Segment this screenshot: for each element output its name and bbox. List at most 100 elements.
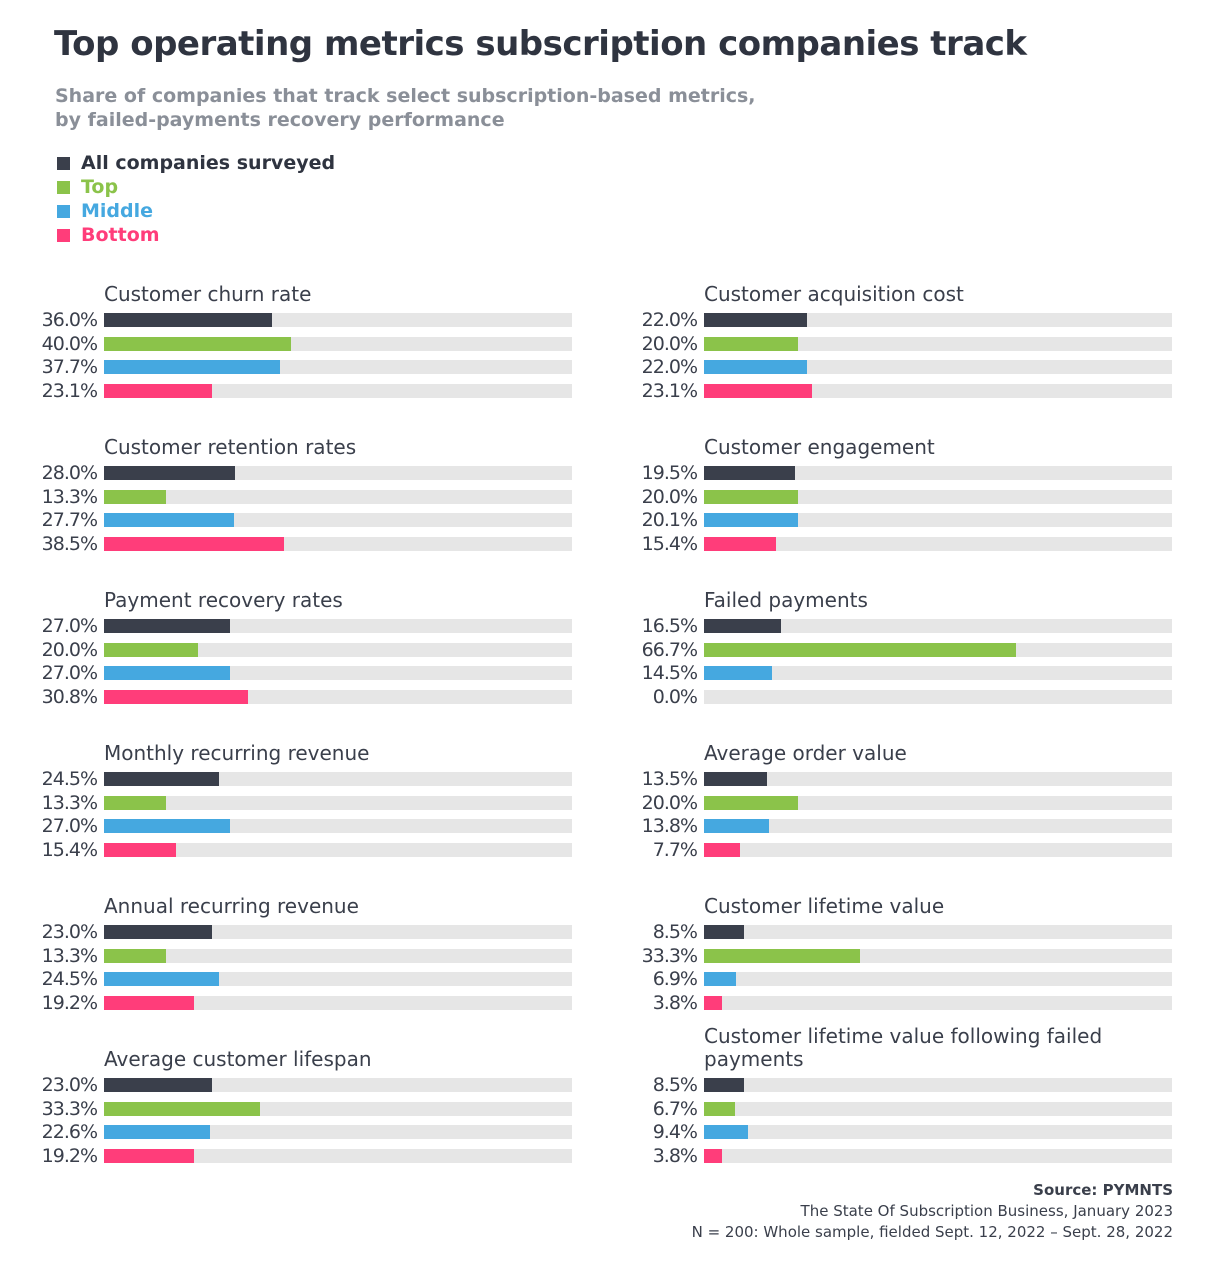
panel-title: Customer lifetime value following failed… [704, 1024, 1103, 1071]
bar-track [104, 313, 572, 327]
data-label: 28.0% [41, 462, 98, 484]
bar-row: 15.4% [0, 838, 600, 862]
bar-bottom [704, 995, 722, 1010]
metric-panel: Monthly recurring revenue 24.5% 13.3% 27.0%… [0, 687, 600, 861]
bar-track [704, 1101, 1172, 1116]
bar-top [704, 795, 798, 810]
bar-row: 24.5% [0, 967, 600, 991]
bar-track [104, 925, 572, 939]
data-label: 20.0% [641, 791, 698, 814]
data-label: 36.0% [41, 309, 98, 331]
data-label: 22.6% [41, 1121, 98, 1144]
metric-panel: Failed payments 16.5% 66.7% 14.5% 0.0% [600, 534, 1200, 708]
metric-panel: Customer retention rates 28.0% 13.3% 27.7% 3… [0, 381, 600, 555]
bar-track [704, 689, 1172, 704]
bar-row: 36.0% [0, 308, 600, 332]
bar-track [704, 383, 1172, 398]
bar-track [104, 842, 572, 857]
data-label: 6.9% [652, 968, 698, 991]
data-label: 37.7% [41, 356, 98, 379]
bar-row: 66.7% [600, 638, 1200, 662]
panel-title: Average customer lifespan [104, 1047, 372, 1071]
bar-row: 14.5% [600, 661, 1200, 685]
bar-row: 37.7% [0, 355, 600, 379]
bar-track [704, 313, 1172, 327]
bar-middle [704, 819, 769, 834]
bar-row: 7.7% [600, 838, 1200, 862]
bar-row: 38.5% [0, 532, 600, 556]
bar-track [704, 948, 1172, 963]
metric-panel: Customer engagement 19.5% 20.0% 20.1% 15.4% [600, 381, 1200, 555]
data-label: 22.0% [641, 356, 698, 379]
data-label: 13.5% [641, 768, 698, 790]
metric-panel: Customer acquisition cost 22.0% 20.0% 22.0%… [600, 228, 1200, 402]
bar-top [104, 642, 198, 657]
metric-panel: Average customer lifespan 23.0% 33.3% 22.6%… [0, 993, 600, 1167]
data-label: 20.0% [641, 332, 698, 355]
bar-track [704, 842, 1172, 857]
bar-top [104, 795, 167, 810]
bar-track [704, 513, 1172, 528]
bar-track [704, 925, 1172, 939]
bar-bottom [704, 536, 777, 551]
bar-middle [104, 819, 231, 834]
bar-bottom [704, 842, 741, 857]
bar-track [704, 360, 1172, 375]
bar-row: 13.8% [600, 814, 1200, 838]
bar-track [104, 689, 572, 704]
bar-row: 22.0% [600, 355, 1200, 379]
bar-row: 20.1% [600, 508, 1200, 532]
data-label: 9.4% [652, 1121, 698, 1144]
bar-all-companies-surveyed [104, 466, 236, 480]
bar-row: 27.0% [0, 661, 600, 685]
bar-row: 22.0% [600, 308, 1200, 332]
bar-row: 13.3% [0, 944, 600, 968]
legend: All companies surveyed Top Middle Bottom [57, 151, 335, 247]
subtitle-line: by failed-payments recovery performance [55, 109, 505, 131]
bar-top [104, 948, 167, 963]
bar-bottom [704, 1148, 722, 1163]
data-label: 3.8% [652, 1144, 698, 1167]
bar-track [104, 489, 572, 504]
data-label: 38.5% [41, 532, 98, 555]
panel-title: Monthly recurring revenue [104, 741, 370, 765]
bar-track [104, 513, 572, 528]
bar-all-companies-surveyed [104, 1078, 212, 1092]
data-label: 19.5% [641, 462, 698, 484]
bar-track [104, 1148, 572, 1163]
panel-title: Customer churn rate [104, 282, 312, 306]
metric-panel: Customer lifetime value following failed… [600, 993, 1200, 1167]
bar-middle [704, 360, 807, 375]
data-label: 0.0% [652, 685, 698, 708]
bar-row: 8.5% [600, 1073, 1200, 1097]
panel-title: Payment recovery rates [104, 588, 343, 612]
panel-title: Customer acquisition cost [704, 282, 964, 306]
data-label: 33.3% [641, 944, 698, 967]
data-label: 16.5% [641, 615, 698, 637]
bar-track [104, 642, 572, 657]
metric-panel: Average order value 13.5% 20.0% 13.8% 7.7% [600, 687, 1200, 861]
bar-middle [704, 972, 737, 987]
bar-track [704, 619, 1172, 633]
legend-item: All companies surveyed [57, 151, 335, 175]
bar-top [704, 1101, 736, 1116]
bar-top [104, 336, 292, 351]
panel-title: Customer lifetime value [704, 894, 945, 918]
data-label: 23.1% [41, 379, 98, 402]
bar-row: 19.2% [0, 1144, 600, 1168]
data-label: 8.5% [652, 1074, 698, 1096]
bar-row: 28.0% [0, 461, 600, 485]
source-line: The State Of Subscription Business, Janu… [800, 1202, 1173, 1220]
data-label: 8.5% [652, 921, 698, 943]
bar-row: 30.8% [0, 685, 600, 709]
bar-track [104, 360, 572, 375]
bar-track [104, 948, 572, 963]
data-label: 20.0% [641, 485, 698, 508]
bar-bottom [104, 1148, 194, 1163]
source-note: Source: PYMNTS The State Of Subscription… [692, 1180, 1173, 1243]
legend-item: Bottom [57, 223, 335, 247]
bar-top [704, 489, 798, 504]
bar-row: 27.7% [0, 508, 600, 532]
bar-bottom [104, 689, 249, 704]
legend-label: Top [81, 176, 119, 198]
